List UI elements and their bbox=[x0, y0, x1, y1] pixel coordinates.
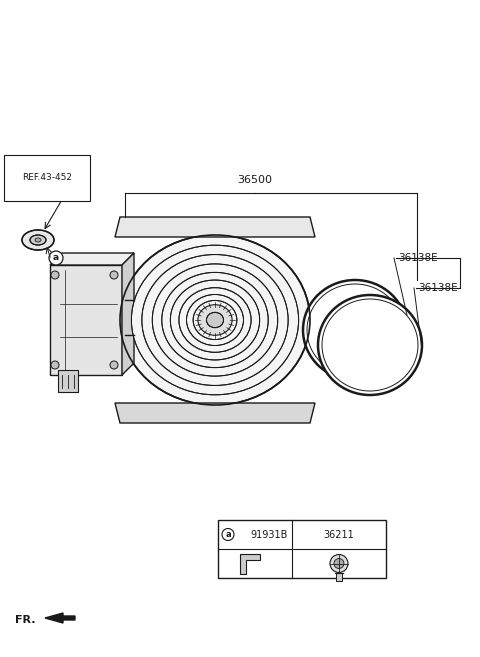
Circle shape bbox=[222, 528, 234, 541]
Text: FR.: FR. bbox=[15, 615, 36, 625]
Ellipse shape bbox=[51, 361, 59, 369]
Circle shape bbox=[330, 555, 348, 572]
Ellipse shape bbox=[51, 271, 59, 279]
Ellipse shape bbox=[142, 254, 288, 386]
Polygon shape bbox=[115, 403, 315, 423]
Polygon shape bbox=[115, 217, 315, 237]
Ellipse shape bbox=[193, 300, 237, 340]
Bar bbox=[58, 370, 78, 392]
Ellipse shape bbox=[303, 280, 407, 380]
Ellipse shape bbox=[206, 312, 224, 328]
Ellipse shape bbox=[322, 299, 418, 391]
Ellipse shape bbox=[120, 235, 310, 405]
Ellipse shape bbox=[110, 271, 118, 279]
Ellipse shape bbox=[162, 273, 268, 368]
Ellipse shape bbox=[152, 264, 278, 376]
Ellipse shape bbox=[132, 245, 299, 395]
Text: 36500: 36500 bbox=[238, 175, 273, 185]
Ellipse shape bbox=[30, 235, 46, 245]
Text: 36211: 36211 bbox=[324, 530, 354, 539]
Polygon shape bbox=[50, 253, 134, 265]
Ellipse shape bbox=[179, 288, 251, 352]
Text: REF.43-452: REF.43-452 bbox=[22, 173, 72, 183]
Polygon shape bbox=[122, 253, 134, 375]
Ellipse shape bbox=[198, 305, 232, 335]
Text: a: a bbox=[53, 254, 59, 263]
Bar bbox=[336, 572, 342, 581]
Text: 36138E: 36138E bbox=[418, 283, 457, 293]
Text: 91931B: 91931B bbox=[250, 530, 288, 539]
Bar bbox=[50, 265, 122, 375]
Circle shape bbox=[49, 251, 63, 265]
Ellipse shape bbox=[35, 238, 41, 242]
Text: 36138E: 36138E bbox=[398, 253, 438, 263]
Ellipse shape bbox=[187, 294, 243, 346]
Circle shape bbox=[334, 558, 344, 568]
Ellipse shape bbox=[170, 280, 260, 360]
Ellipse shape bbox=[110, 361, 118, 369]
Ellipse shape bbox=[22, 230, 54, 250]
Ellipse shape bbox=[318, 295, 422, 395]
Ellipse shape bbox=[307, 284, 403, 376]
Polygon shape bbox=[240, 553, 260, 574]
Bar bbox=[218, 520, 386, 578]
Text: a: a bbox=[225, 530, 231, 539]
Polygon shape bbox=[45, 613, 75, 623]
